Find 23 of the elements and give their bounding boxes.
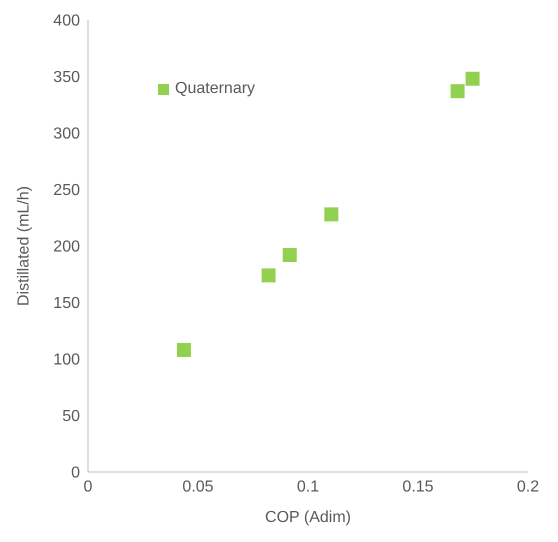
point [466, 72, 480, 86]
x-axis-title: COP (Adim) [265, 509, 351, 526]
y-tick-label: 300 [53, 126, 80, 143]
x-tick-label: 0.15 [402, 478, 434, 496]
y-tick-label: 400 [53, 12, 80, 30]
y-tick-label: 250 [53, 182, 80, 200]
x-tick-label: 0.1 [296, 478, 320, 496]
point [282, 248, 297, 262]
legend-label: Quaternary [175, 80, 256, 98]
point [176, 342, 191, 357]
y-tick-label: 0 [71, 464, 80, 482]
x-tick-label: 0 [84, 478, 93, 496]
point [450, 84, 465, 98]
y-tick-label: 350 [53, 69, 80, 86]
y-tick-label: 150 [53, 295, 80, 312]
y-tick-label: 100 [53, 352, 80, 369]
y-tick-label: 200 [53, 238, 80, 256]
point [262, 268, 276, 282]
y-axis-title: Distillated (mL/h) [16, 186, 33, 306]
x-tick-label: 0.2 [516, 478, 540, 496]
x-tick-label: 0.05 [182, 478, 214, 496]
y-tick-label: 50 [62, 408, 80, 426]
point [324, 207, 338, 222]
